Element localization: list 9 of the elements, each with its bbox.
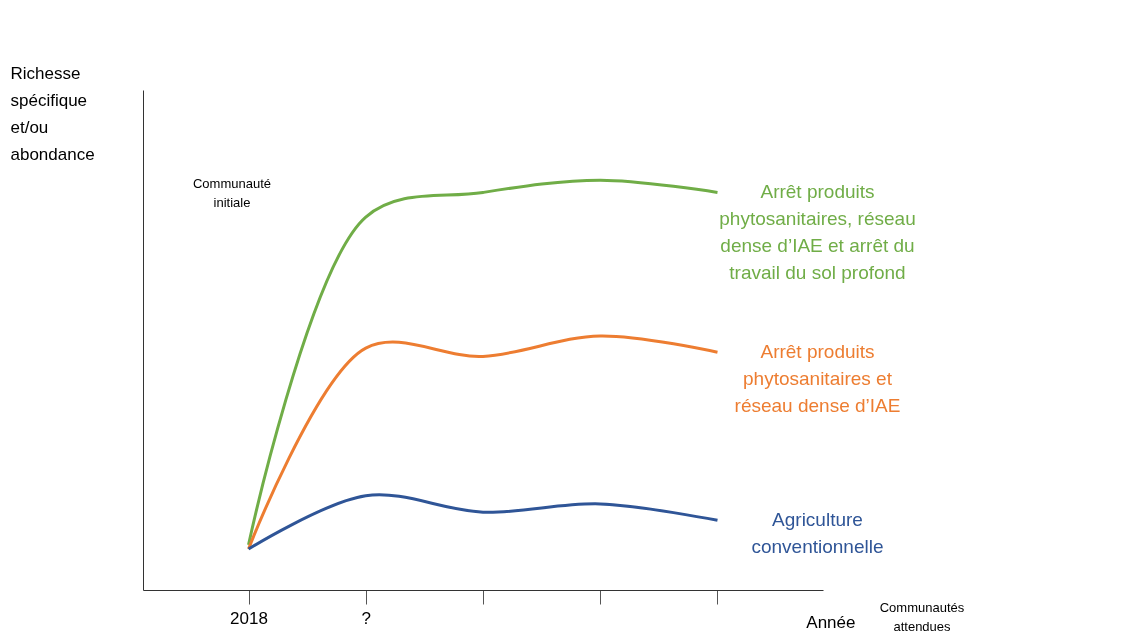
x-axis-title: Année [806, 612, 856, 632]
x-tick-label: ? [361, 608, 371, 628]
x-tick-label: 2018 [230, 608, 268, 628]
series-label: Arrêt produits phytosanitaires, réseau dense d’IAE et arrêt du travail du sol profond [719, 181, 916, 284]
series-label: Agriculture conventionnelle [751, 509, 884, 558]
series-label: Arrêt produits phytosanitaires et réseau dense d’IAE [734, 341, 901, 417]
text: Communautés attendues [879, 600, 965, 634]
annotation: Communauté initiale [192, 176, 272, 210]
y-axis-title: Richesse spécifique et/ou abondance [10, 63, 95, 164]
